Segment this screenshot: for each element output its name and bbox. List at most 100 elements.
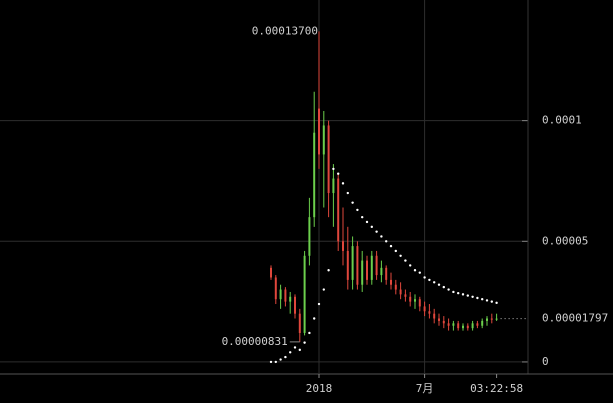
sar-dot: [385, 240, 388, 243]
sar-dot: [466, 294, 469, 297]
body: [346, 250, 349, 280]
sar-dot: [433, 281, 436, 284]
sar-dot: [303, 341, 306, 344]
sar-dot: [346, 191, 349, 195]
sar-dot: [442, 285, 445, 289]
body: [375, 255, 378, 276]
body: [298, 313, 301, 333]
sar-dot: [279, 358, 282, 361]
body: [366, 260, 368, 280]
body: [327, 125, 330, 194]
sar-dot: [413, 269, 417, 272]
body: [274, 277, 277, 300]
x-tick-label: 2018: [306, 382, 333, 395]
sar-dot: [332, 167, 335, 171]
body: [289, 296, 292, 302]
sar-dot: [409, 264, 412, 267]
sar-dot: [495, 301, 498, 305]
body: [342, 241, 344, 251]
body: [318, 108, 320, 155]
sar-dot: [317, 302, 321, 306]
body: [390, 279, 392, 285]
sar-dot: [293, 346, 297, 349]
body: [361, 260, 364, 285]
body: [399, 289, 402, 295]
y-tick-label: 0.0001: [542, 114, 582, 127]
sar-dot: [327, 269, 330, 272]
sar-dot: [365, 220, 369, 224]
body: [490, 318, 493, 320]
body: [452, 323, 455, 326]
body: [481, 320, 484, 326]
sar-dot: [308, 331, 311, 335]
body: [308, 217, 311, 256]
sar-dot: [337, 172, 340, 175]
body: [313, 132, 316, 218]
sar-dot: [269, 360, 273, 364]
sar-dot: [322, 288, 325, 291]
sar-dot: [471, 295, 474, 298]
sar-dot: [423, 276, 426, 279]
sar-dot: [418, 271, 421, 274]
sar-dot: [404, 259, 407, 262]
body: [351, 246, 354, 280]
body: [385, 267, 388, 280]
sar-dot: [361, 215, 364, 219]
body: [370, 255, 373, 280]
body: [423, 306, 426, 312]
sar-dot: [370, 225, 373, 229]
sar-dot: [447, 288, 450, 291]
body: [394, 284, 397, 290]
body: [294, 296, 296, 314]
sar-dot: [428, 278, 431, 282]
sar-dot: [481, 298, 484, 301]
sar-dot: [399, 254, 402, 257]
sar-dot: [389, 244, 393, 248]
body: [442, 320, 445, 324]
body: [466, 325, 469, 329]
sar-dot: [289, 351, 292, 354]
body: [332, 178, 335, 194]
body: [404, 294, 407, 297]
sar-dot: [457, 291, 460, 295]
last-price-label: 0.00001797: [542, 312, 608, 325]
sar-dot: [485, 299, 489, 302]
body: [457, 323, 460, 329]
body: [270, 267, 272, 278]
body: [462, 325, 464, 329]
body: [409, 296, 412, 302]
y-tick-label: 0.00005: [542, 234, 588, 247]
body: [380, 267, 383, 276]
sar-dot: [490, 300, 493, 303]
sar-dot: [341, 182, 345, 185]
sar-dot: [298, 348, 301, 352]
body: [447, 323, 450, 326]
sar-dot: [380, 235, 383, 238]
body: [433, 313, 436, 319]
y-tick-label: 0: [542, 355, 549, 368]
body: [284, 289, 287, 302]
low-label: 0.00000831: [222, 335, 288, 348]
sar-dot: [351, 201, 354, 204]
x-tick-label: 03:22:58: [470, 382, 523, 395]
sar-dot: [476, 296, 479, 300]
body: [476, 323, 479, 326]
sar-dot: [274, 360, 277, 364]
body: [303, 255, 306, 333]
sar-dot: [452, 290, 455, 294]
body: [495, 318, 498, 320]
sar-dot: [284, 355, 287, 359]
sar-dot: [461, 293, 465, 296]
sar-dot: [394, 249, 397, 253]
x-tick-label: 7月: [416, 382, 434, 395]
sar-dot: [375, 230, 378, 233]
body: [428, 311, 431, 314]
body: [486, 318, 488, 321]
body: [279, 289, 282, 300]
body: [438, 318, 440, 321]
body: [337, 178, 340, 242]
body: [356, 246, 359, 285]
body: [322, 125, 325, 155]
